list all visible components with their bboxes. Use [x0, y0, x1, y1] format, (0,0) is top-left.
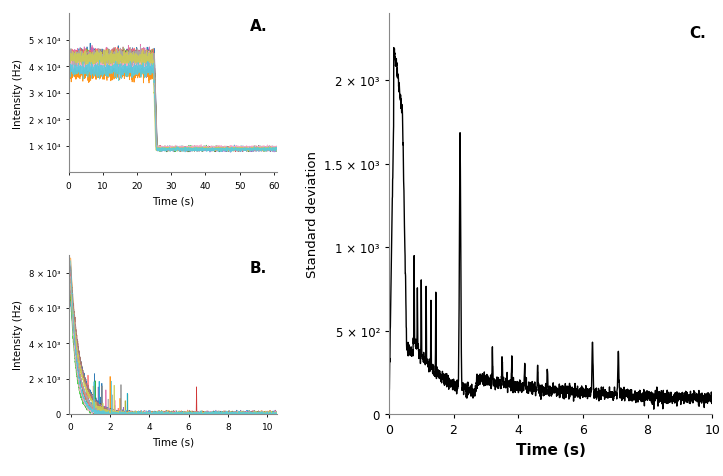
X-axis label: Time (s): Time (s) [152, 437, 194, 447]
X-axis label: Time (s): Time (s) [515, 442, 586, 456]
Y-axis label: Intensity (Hz): Intensity (Hz) [13, 59, 23, 129]
X-axis label: Time (s): Time (s) [152, 196, 194, 206]
Text: A.: A. [250, 19, 268, 34]
Text: B.: B. [250, 260, 268, 275]
Text: C.: C. [690, 26, 706, 41]
Y-axis label: Standard deviation: Standard deviation [306, 151, 319, 278]
Y-axis label: Intensity (Hz): Intensity (Hz) [13, 300, 23, 370]
